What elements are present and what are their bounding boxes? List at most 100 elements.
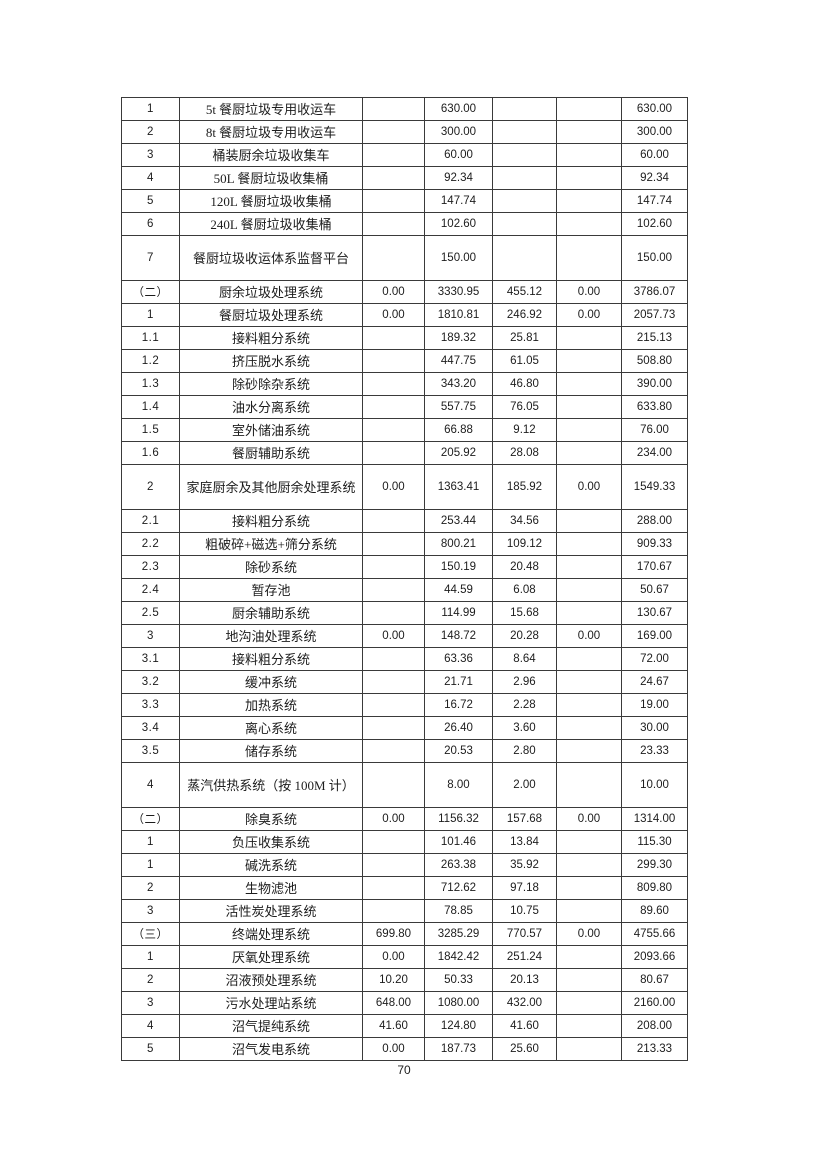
value-cell bbox=[492, 166, 557, 190]
value-cell: 213.33 bbox=[621, 1037, 688, 1061]
value-cell: 648.00 bbox=[362, 991, 425, 1015]
value-cell: 2.00 bbox=[492, 762, 557, 808]
value-cell bbox=[362, 578, 425, 602]
value-cell: 0.00 bbox=[362, 280, 425, 304]
value-cell: 557.75 bbox=[424, 395, 493, 419]
value-cell: 263.38 bbox=[424, 853, 493, 877]
value-cell: 251.24 bbox=[492, 945, 557, 969]
value-cell: 0.00 bbox=[556, 624, 622, 648]
item-name-cell: 50L 餐厨垃圾收集桶 bbox=[179, 166, 363, 190]
row-number-cell: 3 bbox=[121, 143, 180, 167]
value-cell bbox=[362, 395, 425, 419]
item-name-cell: 除砂系统 bbox=[179, 555, 363, 579]
value-cell: 300.00 bbox=[621, 120, 688, 144]
row-number-cell: 4 bbox=[121, 762, 180, 808]
value-cell: 633.80 bbox=[621, 395, 688, 419]
cost-breakdown-table: 1 5t 餐厨垃圾专用收运车 630.00 630.00 2 8t 餐厨垃圾专用收运车 30… bbox=[121, 97, 688, 1061]
value-cell: 13.84 bbox=[492, 830, 557, 854]
value-cell bbox=[362, 555, 425, 579]
value-cell: 0.00 bbox=[362, 1037, 425, 1061]
row-number-cell: 2 bbox=[121, 968, 180, 992]
row-number-cell: 4 bbox=[121, 1014, 180, 1038]
item-name-cell: 储存系统 bbox=[179, 739, 363, 763]
value-cell: 157.68 bbox=[492, 807, 557, 831]
row-number-cell: 1 bbox=[121, 945, 180, 969]
value-cell bbox=[362, 830, 425, 854]
table-row: 3 地沟油处理系统 0.00 148.72 20.28 0.00 169.00 bbox=[121, 624, 688, 648]
item-name-cell: 5t 餐厨垃圾专用收运车 bbox=[179, 97, 363, 121]
value-cell bbox=[362, 441, 425, 465]
value-cell: 253.44 bbox=[424, 509, 493, 533]
item-name-cell: 地沟油处理系统 bbox=[179, 624, 363, 648]
table-row: 2 沼液预处理系统 10.20 50.33 20.13 80.67 bbox=[121, 968, 688, 992]
table-row: 2.5 厨余辅助系统 114.99 15.68 130.67 bbox=[121, 601, 688, 625]
table-row: 1 碱洗系统 263.38 35.92 299.30 bbox=[121, 853, 688, 877]
value-cell: 0.00 bbox=[362, 303, 425, 327]
item-name-cell: 120L 餐厨垃圾收集桶 bbox=[179, 189, 363, 213]
table-row: 2.4 暂存池 44.59 6.08 50.67 bbox=[121, 578, 688, 602]
value-cell bbox=[362, 509, 425, 533]
value-cell: 0.00 bbox=[362, 624, 425, 648]
value-cell: 2057.73 bbox=[621, 303, 688, 327]
row-number-cell: 3 bbox=[121, 624, 180, 648]
value-cell: 185.92 bbox=[492, 464, 557, 510]
value-cell: 0.00 bbox=[362, 945, 425, 969]
value-cell: 63.36 bbox=[424, 647, 493, 671]
value-cell: 170.67 bbox=[621, 555, 688, 579]
value-cell: 2.28 bbox=[492, 693, 557, 717]
item-name-cell: 蒸汽供热系统（按 100M 计） bbox=[179, 762, 363, 808]
value-cell: 41.60 bbox=[362, 1014, 425, 1038]
value-cell bbox=[556, 143, 622, 167]
value-cell: 114.99 bbox=[424, 601, 493, 625]
value-cell bbox=[556, 97, 622, 121]
value-cell bbox=[362, 143, 425, 167]
value-cell bbox=[362, 418, 425, 442]
value-cell bbox=[362, 372, 425, 396]
value-cell: 246.92 bbox=[492, 303, 557, 327]
value-cell: 1810.81 bbox=[424, 303, 493, 327]
value-cell: 26.40 bbox=[424, 716, 493, 740]
item-name-cell: 餐厨辅助系统 bbox=[179, 441, 363, 465]
row-number-cell: 2.3 bbox=[121, 555, 180, 579]
value-cell bbox=[362, 235, 425, 281]
value-cell bbox=[362, 899, 425, 923]
value-cell: 130.67 bbox=[621, 601, 688, 625]
value-cell: 0.00 bbox=[362, 807, 425, 831]
row-number-cell: 2.5 bbox=[121, 601, 180, 625]
value-cell bbox=[492, 97, 557, 121]
row-number-cell: 2 bbox=[121, 876, 180, 900]
value-cell: 9.12 bbox=[492, 418, 557, 442]
item-name-cell: 厨余垃圾处理系统 bbox=[179, 280, 363, 304]
value-cell: 10.00 bbox=[621, 762, 688, 808]
table-row: 1 厌氧处理系统 0.00 1842.42 251.24 2093.66 bbox=[121, 945, 688, 969]
row-number-cell: 2.4 bbox=[121, 578, 180, 602]
table-row: 2.1 接料粗分系统 253.44 34.56 288.00 bbox=[121, 509, 688, 533]
value-cell: 148.72 bbox=[424, 624, 493, 648]
table-row: 1.6 餐厨辅助系统 205.92 28.08 234.00 bbox=[121, 441, 688, 465]
value-cell: 2093.66 bbox=[621, 945, 688, 969]
value-cell: 8.64 bbox=[492, 647, 557, 671]
item-name-cell: 除臭系统 bbox=[179, 807, 363, 831]
value-cell: 3786.07 bbox=[621, 280, 688, 304]
table-row: 3.5 储存系统 20.53 2.80 23.33 bbox=[121, 739, 688, 763]
row-number-cell: 3 bbox=[121, 899, 180, 923]
table-row: 2 8t 餐厨垃圾专用收运车 300.00 300.00 bbox=[121, 120, 688, 144]
value-cell bbox=[362, 97, 425, 121]
value-cell: 2.96 bbox=[492, 670, 557, 694]
row-number-cell: 1.1 bbox=[121, 326, 180, 350]
value-cell: 455.12 bbox=[492, 280, 557, 304]
value-cell bbox=[556, 120, 622, 144]
value-cell: 0.00 bbox=[556, 922, 622, 946]
value-cell bbox=[556, 372, 622, 396]
value-cell: 24.67 bbox=[621, 670, 688, 694]
row-number-cell: 1.6 bbox=[121, 441, 180, 465]
value-cell: 10.75 bbox=[492, 899, 557, 923]
item-name-cell: 碱洗系统 bbox=[179, 853, 363, 877]
value-cell: 20.28 bbox=[492, 624, 557, 648]
value-cell bbox=[556, 555, 622, 579]
value-cell: 150.00 bbox=[424, 235, 493, 281]
value-cell bbox=[556, 968, 622, 992]
table-row: 4 沼气提纯系统 41.60 124.80 41.60 208.00 bbox=[121, 1014, 688, 1038]
value-cell bbox=[556, 601, 622, 625]
value-cell: 35.92 bbox=[492, 853, 557, 877]
